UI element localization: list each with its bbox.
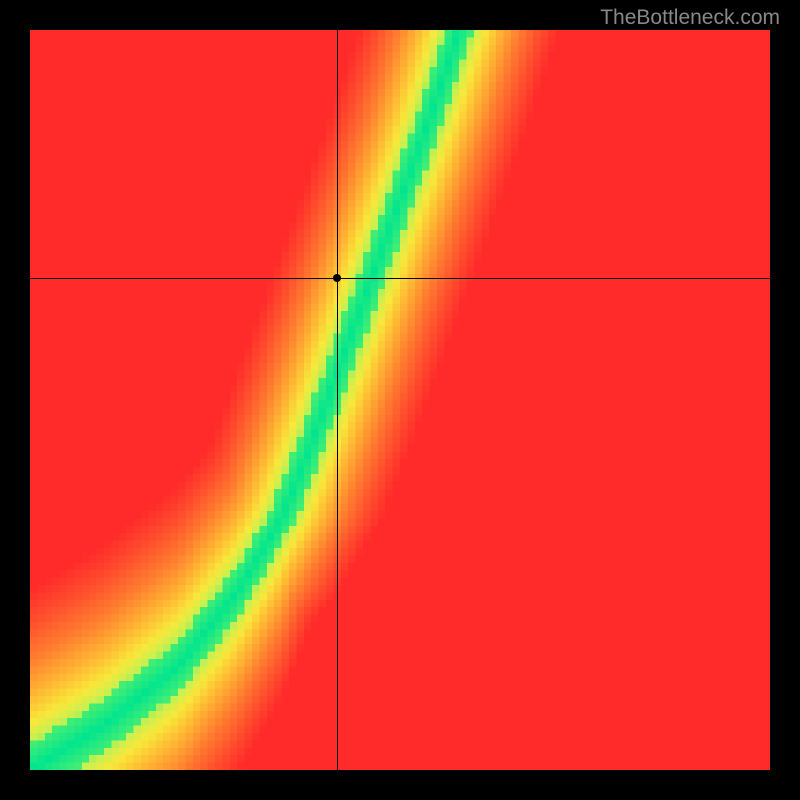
- crosshair-horizontal: [30, 278, 770, 279]
- heatmap-canvas: [30, 30, 770, 770]
- marker-dot: [333, 274, 341, 282]
- watermark-text: TheBottleneck.com: [600, 6, 780, 30]
- crosshair-vertical: [337, 30, 338, 770]
- chart-container: TheBottleneck.com: [0, 0, 800, 800]
- plot-area: [30, 30, 770, 770]
